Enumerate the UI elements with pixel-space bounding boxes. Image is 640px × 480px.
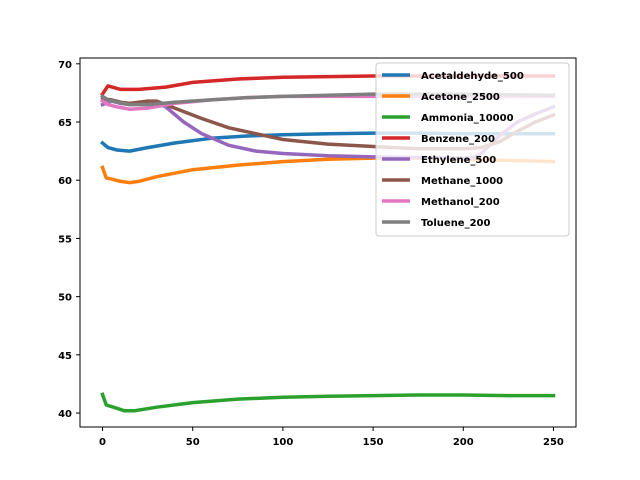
legend-label: Methane_1000 [421,176,503,187]
x-tick-label: 100 [272,437,293,448]
y-tick-label: 40 [58,409,72,420]
legend-label: Toluene_200 [421,218,491,229]
x-tick-label: 200 [453,437,474,448]
series-layer [100,74,556,413]
legend-label: Benzene_200 [421,134,495,145]
x-tick-label: 50 [186,437,200,448]
legend-label: Ammonia_10000 [421,113,514,124]
y-tick-label: 45 [58,351,72,362]
x-axis: 0 50 100 150 200 250 [99,427,564,448]
legend-label: Ethylene_500 [421,155,496,166]
y-tick-label: 60 [58,176,72,187]
x-tick-label: 0 [99,437,106,448]
y-tick-label: 65 [58,118,72,129]
y-tick-label: 55 [58,234,72,245]
legend-box [375,62,570,237]
x-tick-label: 250 [543,437,564,448]
x-tick-label: 150 [363,437,384,448]
legend-label: Acetaldehyde_500 [421,71,524,82]
series-line-ammonia-10000 [100,392,556,413]
y-tick-label: 70 [58,60,72,71]
y-tick-label: 50 [58,293,72,304]
y-axis: 40 45 50 55 60 65 70 [58,60,80,420]
plot-frame [79,57,577,428]
legend-label: Acetone_2500 [421,92,500,103]
legend-label: Methanol_200 [421,197,500,208]
legend: Acetaldehyde_500 Acetone_2500 Ammonia_1000… [375,62,570,237]
